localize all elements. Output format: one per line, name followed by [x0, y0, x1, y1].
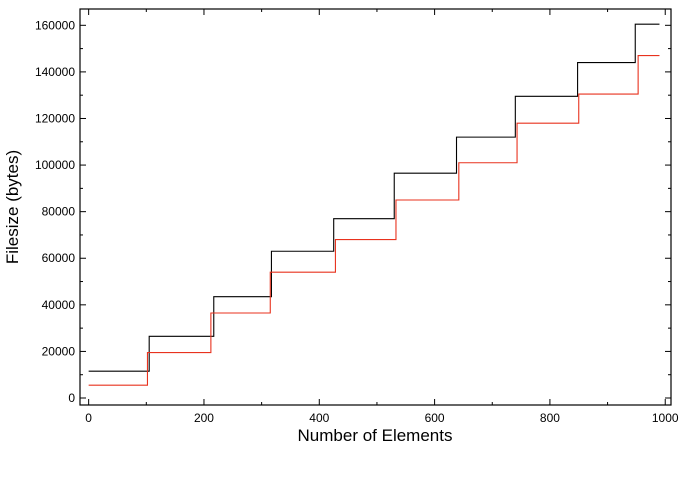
y-tick-label: 20000 — [42, 344, 76, 358]
y-tick-label: 40000 — [42, 298, 76, 312]
series-layer — [88, 23, 660, 386]
tick-layer: 0 200 400 600 800 1000 0 20000 40000 60000 80000 10… — [35, 9, 679, 425]
x-axis-title: Number of Elements — [298, 426, 453, 445]
x-tick-label: 600 — [425, 411, 445, 425]
series-line-2 — [88, 55, 660, 386]
y-tick-label: 60000 — [42, 251, 76, 265]
y-tick-label: 140000 — [35, 65, 75, 79]
x-tick-label: 200 — [194, 411, 214, 425]
x-tick-label: 400 — [309, 411, 329, 425]
y-axis-title: Filesize (bytes) — [3, 150, 22, 264]
y-tick-label: 100000 — [35, 158, 75, 172]
x-tick-label: 1000 — [652, 411, 679, 425]
x-tick-label: 800 — [540, 411, 560, 425]
y-tick-label: 120000 — [35, 111, 75, 125]
x-tick-label: 0 — [85, 411, 92, 425]
plot-frame — [79, 8, 672, 406]
y-tick-label: 160000 — [35, 18, 75, 32]
y-tick-label: 80000 — [42, 205, 76, 219]
y-tick-label: 0 — [68, 391, 75, 405]
series-line-1 — [88, 23, 660, 372]
